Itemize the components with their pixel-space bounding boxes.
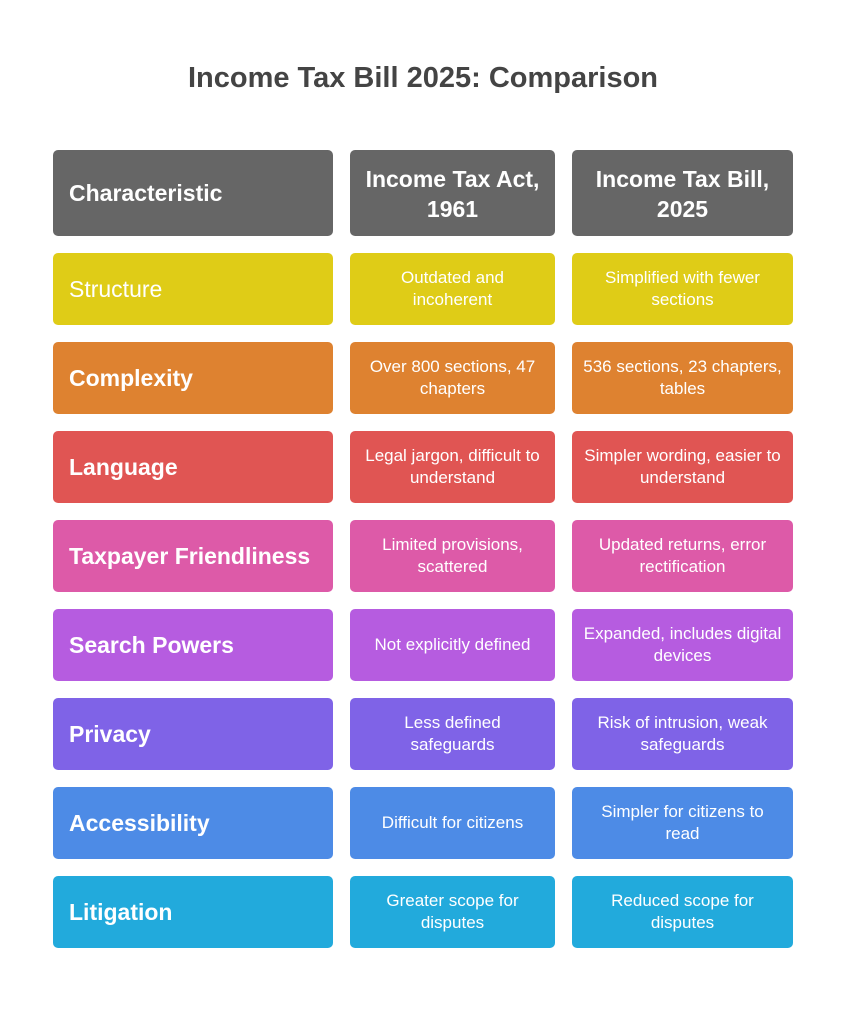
bill-2025-cell: Simpler wording, easier to understand <box>572 431 793 503</box>
bill-2025-cell: Risk of intrusion, weak safeguards <box>572 698 793 770</box>
row-label: Complexity <box>53 342 333 414</box>
row-label: Taxpayer Friendliness <box>53 520 333 592</box>
act-1961-cell: Less defined safeguards <box>350 698 555 770</box>
row-label: Privacy <box>53 698 333 770</box>
act-1961-cell: Difficult for citizens <box>350 787 555 859</box>
act-1961-cell: Limited provisions, scattered <box>350 520 555 592</box>
act-1961-cell: Outdated and incoherent <box>350 253 555 325</box>
header-bill-2025: Income Tax Bill, 2025 <box>572 150 793 236</box>
page-title: Income Tax Bill 2025: Comparison <box>187 62 659 94</box>
act-1961-cell: Not explicitly defined <box>350 609 555 681</box>
header-act-1961: Income Tax Act, 1961 <box>350 150 555 236</box>
row-label: Structure <box>53 253 333 325</box>
row-label: Search Powers <box>53 609 333 681</box>
act-1961-cell: Greater scope for disputes <box>350 876 555 948</box>
bill-2025-cell: Simplified with fewer sections <box>572 253 793 325</box>
act-1961-cell: Over 800 sections, 47 chapters <box>350 342 555 414</box>
bill-2025-cell: Expanded, includes digital devices <box>572 609 793 681</box>
row-label: Accessibility <box>53 787 333 859</box>
bill-2025-cell: Simpler for citizens to read <box>572 787 793 859</box>
row-label: Litigation <box>53 876 333 948</box>
act-1961-cell: Legal jargon, difficult to understand <box>350 431 555 503</box>
bill-2025-cell: Reduced scope for disputes <box>572 876 793 948</box>
bill-2025-cell: Updated returns, error rectification <box>572 520 793 592</box>
row-label: Language <box>53 431 333 503</box>
header-characteristic: Characteristic <box>53 150 333 236</box>
bill-2025-cell: 536 sections, 23 chapters, tables <box>572 342 793 414</box>
